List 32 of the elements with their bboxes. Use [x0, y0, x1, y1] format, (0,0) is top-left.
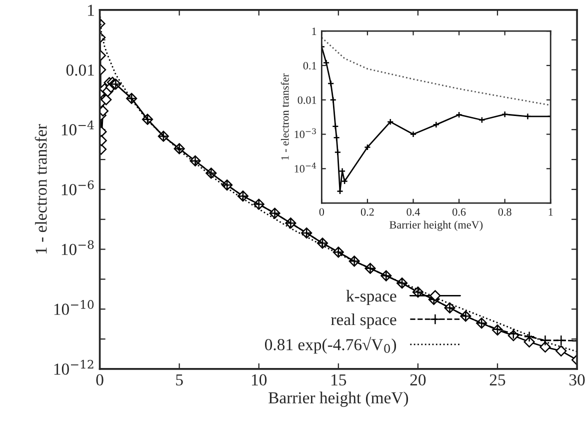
- y-tick-label: 10$^{−8}$: [62, 240, 94, 256]
- y-tick-label: 10$^{−4}$: [294, 162, 316, 173]
- y-tick-label: 0.01: [298, 96, 316, 104]
- x-tick-label: 15: [332, 374, 346, 386]
- y-tick-label: 0.1: [303, 62, 316, 70]
- y-axis-title: 1 - electron transfer: [34, 124, 47, 254]
- y-tick-label: 1: [88, 4, 94, 16]
- y-tick-label: 10$^{−10}$: [54, 300, 94, 315]
- y-tick-label: 0.01: [66, 64, 94, 76]
- x-tick-label: 30: [569, 374, 585, 386]
- y-tick-label: 10$^{−4}$: [62, 120, 94, 136]
- y-tick-label: 10$^{−12}$: [54, 360, 94, 375]
- x-tick-label: 0: [319, 208, 324, 216]
- legend-label: k-space: [346, 290, 396, 306]
- x-tick-label: 0.8: [498, 208, 512, 216]
- x-tick-label: 25: [490, 374, 506, 386]
- x-tick-label: 1: [548, 208, 553, 216]
- legend-label: 0.81 exp(-4.76√V$_{0}$): [264, 336, 396, 354]
- x-tick-label: 0.2: [360, 208, 374, 216]
- x-axis-title: Barrier height (meV): [390, 220, 483, 231]
- y-tick-label: 10$^{−3}$: [294, 128, 316, 138]
- x-tick-label: 0.4: [406, 208, 420, 216]
- x-tick-label: 20: [410, 374, 426, 386]
- y-tick-label: 1: [312, 28, 316, 35]
- x-tick-label: 10: [252, 374, 267, 386]
- y-axis-title: 1 - electron transfer: [280, 74, 289, 160]
- legend-label: real space: [331, 313, 396, 329]
- y-tick-label: 10$^{−6}$: [62, 180, 94, 196]
- x-tick-label: 5: [176, 374, 183, 386]
- x-tick-label: 0.6: [452, 208, 466, 216]
- x-tick-label: 0: [96, 374, 104, 386]
- x-axis-title: Barrier height (meV): [268, 392, 408, 407]
